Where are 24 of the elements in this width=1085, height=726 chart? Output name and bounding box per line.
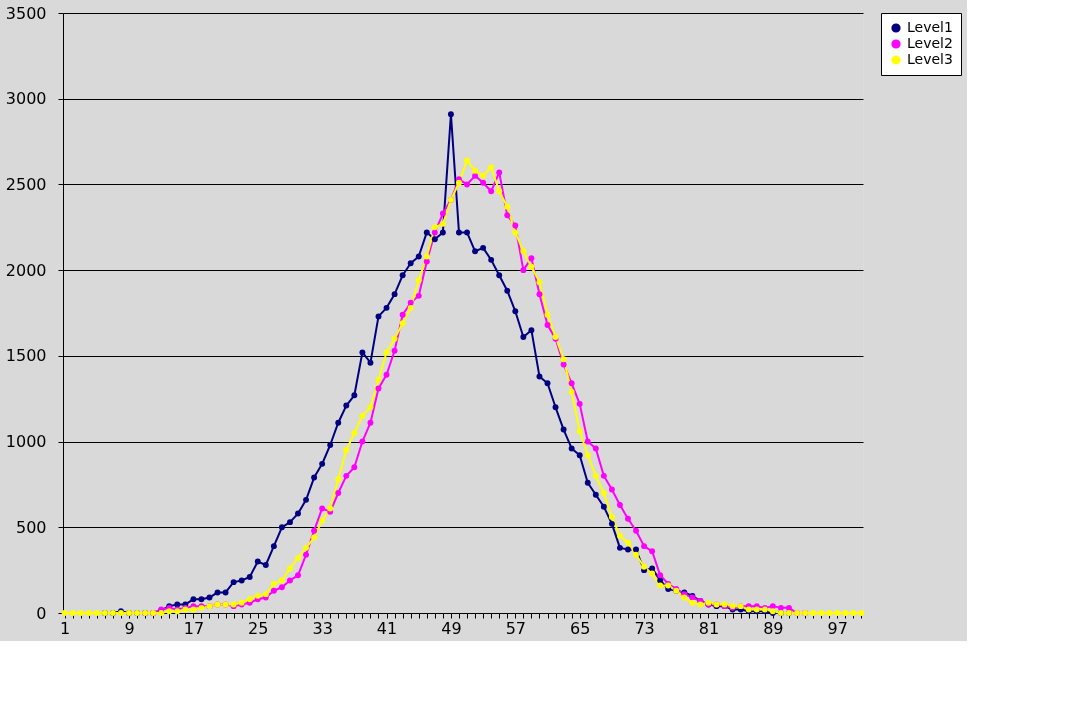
x-tick-label: 97 xyxy=(827,618,848,638)
y-tick-label: 3000 xyxy=(5,89,47,109)
legend-label: Level1 xyxy=(907,19,953,35)
x-tick-label: 1 xyxy=(60,618,71,638)
legend-label: Level2 xyxy=(907,35,953,51)
x-tick-label: 73 xyxy=(634,618,655,638)
x-tick-label: 65 xyxy=(570,618,591,638)
x-tick-label: 41 xyxy=(376,618,398,638)
x-tick-label: 89 xyxy=(763,618,784,638)
x-tick-label: 9 xyxy=(124,618,135,638)
x-tick-label: 17 xyxy=(183,618,205,638)
x-tick-label: 49 xyxy=(441,618,462,638)
y-tick-label: 1000 xyxy=(5,432,47,452)
legend-label: Level3 xyxy=(907,51,953,67)
y-tick-label: 2500 xyxy=(5,174,47,194)
y-tick-label: 0 xyxy=(36,603,47,623)
x-tick-label: 25 xyxy=(248,618,269,638)
y-tick-label: 2000 xyxy=(5,260,47,280)
x-tick-label: 33 xyxy=(312,618,333,638)
x-tick-label: 81 xyxy=(698,618,720,638)
y-tick-label: 500 xyxy=(15,517,47,537)
y-tick-label: 3500 xyxy=(5,3,47,23)
y-tick-label: 1500 xyxy=(5,346,47,366)
x-tick-label: 57 xyxy=(505,618,526,638)
